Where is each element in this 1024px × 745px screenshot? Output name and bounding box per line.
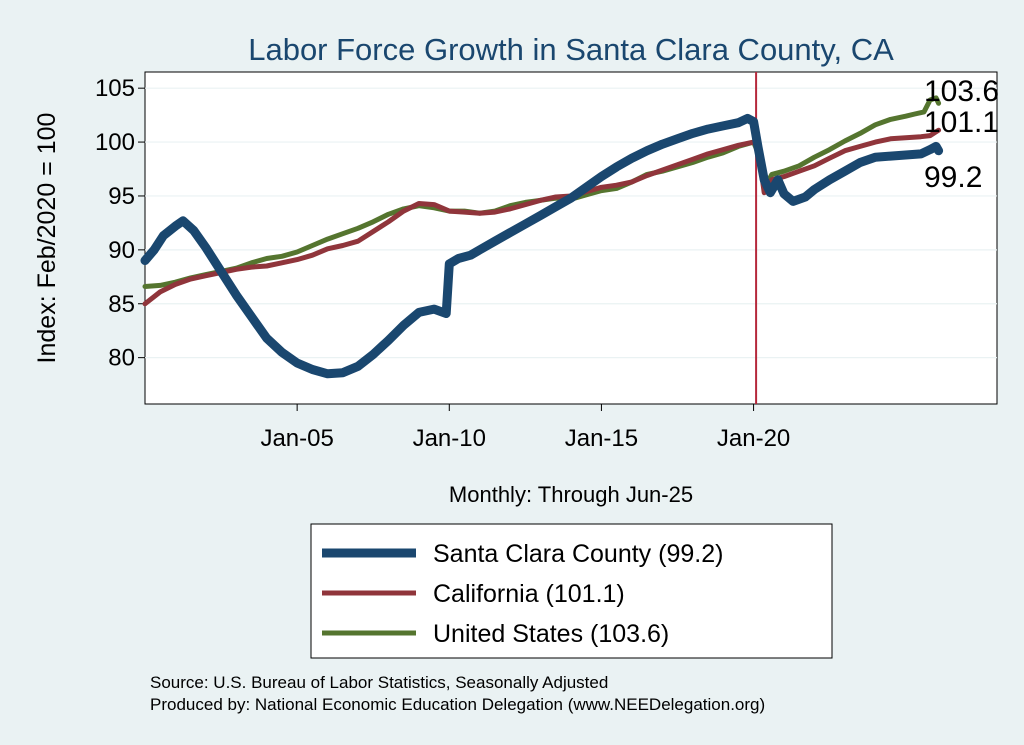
series-lines bbox=[140, 95, 944, 379]
y-tick-label: 85 bbox=[108, 291, 135, 318]
x-tick-label: Jan-15 bbox=[565, 425, 638, 452]
legend-label: California (101.1) bbox=[433, 580, 625, 608]
y-tick-label: 90 bbox=[108, 237, 135, 264]
source-note: Source: U.S. Bureau of Labor Statistics,… bbox=[150, 673, 608, 692]
x-tick-label: Jan-05 bbox=[260, 425, 333, 452]
end-label-california: 101.1 bbox=[924, 106, 999, 139]
plot-area bbox=[144, 71, 998, 405]
legend-label: Santa Clara County (99.2) bbox=[433, 540, 723, 568]
end-label-united-states: 103.6 bbox=[924, 75, 999, 108]
y-tick-label: 95 bbox=[108, 183, 135, 210]
y-tick-label: 105 bbox=[95, 75, 135, 102]
y-tick-label: 80 bbox=[108, 345, 135, 372]
y-axis-ticks: 80 85 90 95 100 105 bbox=[95, 75, 145, 372]
x-axis-label: Monthly: Through Jun-25 bbox=[449, 482, 693, 507]
end-label-santa-clara-county: 99.2 bbox=[924, 161, 982, 194]
y-axis-label: Index: Feb/2020 = 100 bbox=[33, 113, 61, 364]
x-tick-label: Jan-20 bbox=[717, 425, 790, 452]
x-tick-label: Jan-10 bbox=[413, 425, 486, 452]
chart-title: Labor Force Growth in Santa Clara County… bbox=[248, 32, 894, 67]
x-axis-ticks: Jan-05 Jan-10 Jan-15 Jan-20 bbox=[260, 404, 790, 452]
legend: Santa Clara County (99.2) California (101… bbox=[310, 523, 833, 659]
series-line-santa-clara-county bbox=[140, 113, 944, 379]
legend-items: Santa Clara County (99.2) California (101… bbox=[322, 540, 723, 648]
series-line-california bbox=[142, 127, 942, 307]
legend-label: United States (103.6) bbox=[433, 620, 669, 648]
y-tick-label: 100 bbox=[95, 129, 135, 156]
produced-by-note: Produced by: National Economic Education… bbox=[150, 695, 765, 714]
